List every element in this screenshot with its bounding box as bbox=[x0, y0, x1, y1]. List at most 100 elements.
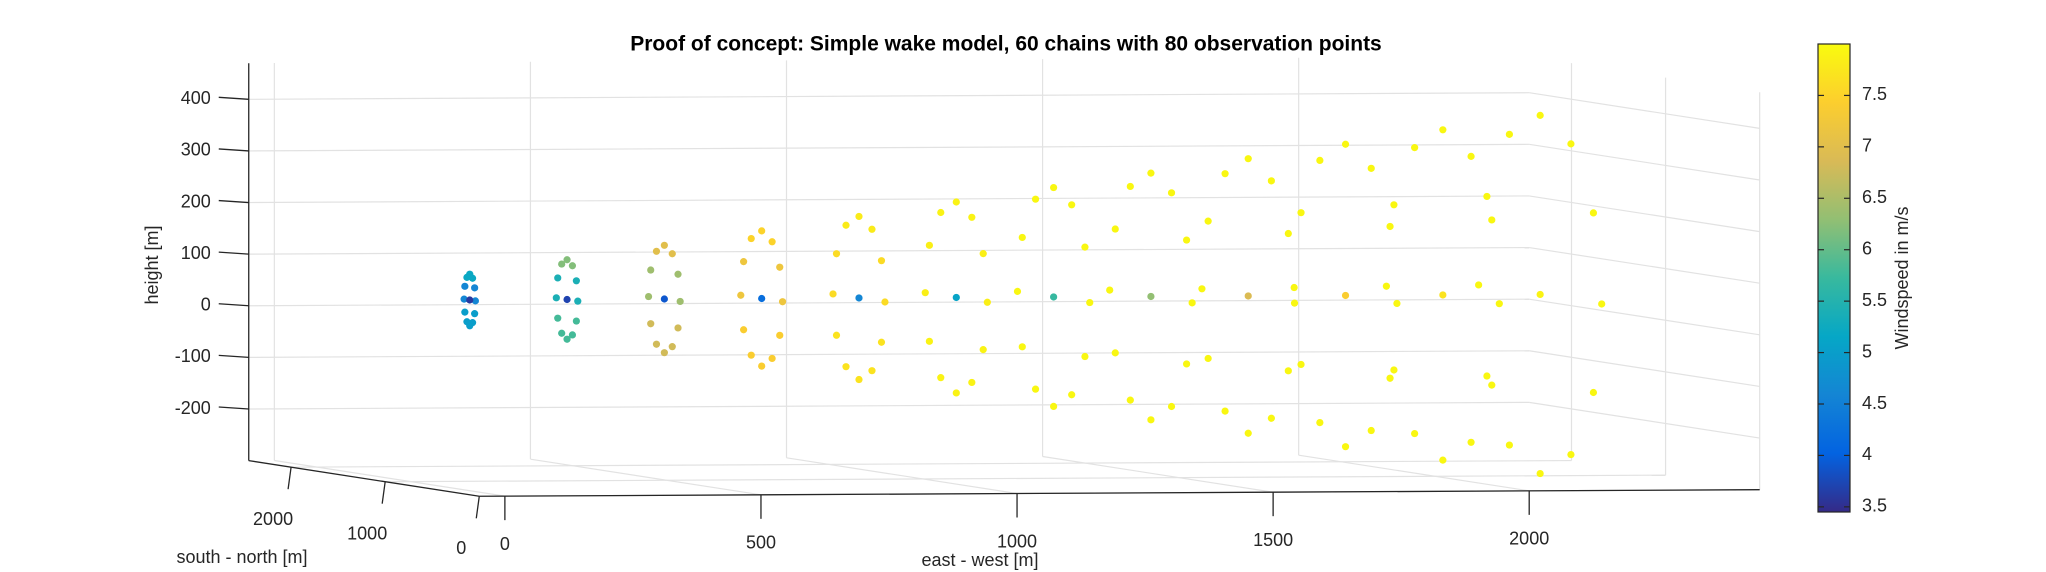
point bbox=[1439, 126, 1447, 134]
point bbox=[647, 266, 655, 274]
point bbox=[558, 329, 566, 337]
point bbox=[1536, 111, 1544, 119]
y-tick-label: 2000 bbox=[253, 509, 293, 529]
y-tick-label: 1000 bbox=[347, 523, 387, 543]
point bbox=[1393, 299, 1401, 308]
point bbox=[1439, 291, 1447, 299]
point bbox=[1188, 299, 1196, 307]
point bbox=[471, 284, 479, 292]
point bbox=[1488, 381, 1496, 389]
point bbox=[1316, 156, 1324, 164]
point bbox=[1013, 287, 1022, 295]
z-tick-label: 100 bbox=[181, 243, 211, 263]
point bbox=[937, 208, 945, 217]
y-tick bbox=[287, 467, 292, 490]
point bbox=[747, 351, 755, 359]
point bbox=[925, 337, 933, 345]
point bbox=[1386, 374, 1394, 382]
point bbox=[554, 274, 562, 282]
point bbox=[558, 260, 566, 268]
point bbox=[1068, 391, 1076, 399]
point bbox=[1221, 170, 1229, 178]
grid-line bbox=[1298, 454, 1530, 492]
point bbox=[1284, 367, 1292, 375]
point bbox=[460, 295, 468, 303]
point bbox=[1111, 225, 1119, 233]
colorbar bbox=[1817, 43, 1851, 513]
point bbox=[1050, 402, 1058, 410]
point bbox=[1439, 456, 1447, 464]
grid-line bbox=[248, 298, 1530, 307]
z-tick-label: 400 bbox=[181, 88, 211, 108]
point bbox=[1467, 438, 1475, 446]
point bbox=[563, 295, 571, 304]
point bbox=[1411, 429, 1419, 438]
point bbox=[466, 296, 474, 304]
point bbox=[1475, 281, 1483, 289]
point bbox=[1050, 183, 1058, 192]
point bbox=[829, 290, 837, 298]
point bbox=[1290, 299, 1299, 307]
point bbox=[644, 292, 653, 301]
x-tick-label: 1500 bbox=[1253, 530, 1293, 550]
point bbox=[1031, 195, 1040, 203]
point bbox=[554, 314, 562, 322]
point bbox=[660, 295, 668, 303]
point bbox=[1244, 292, 1252, 300]
point bbox=[1031, 385, 1040, 393]
point bbox=[855, 212, 863, 221]
point bbox=[1536, 290, 1544, 299]
grid-line bbox=[530, 458, 762, 496]
point bbox=[1341, 291, 1350, 300]
colorbar-tick-label: 4.5 bbox=[1862, 393, 1887, 413]
point bbox=[868, 367, 876, 375]
point bbox=[1341, 140, 1350, 148]
grid-line bbox=[1042, 455, 1274, 493]
point bbox=[1086, 298, 1094, 307]
point bbox=[1081, 352, 1089, 361]
point bbox=[1589, 209, 1598, 217]
point bbox=[1050, 293, 1058, 301]
point bbox=[1567, 450, 1575, 459]
point bbox=[1390, 201, 1398, 209]
colorbar-tick-label: 3.5 bbox=[1862, 496, 1887, 516]
point bbox=[660, 349, 668, 357]
point bbox=[1204, 354, 1212, 363]
point bbox=[877, 257, 886, 265]
colorbar-tick-label: 7.5 bbox=[1862, 84, 1887, 104]
point bbox=[740, 258, 748, 266]
point bbox=[1081, 243, 1089, 251]
point bbox=[758, 362, 766, 370]
point bbox=[983, 298, 991, 306]
z-tick-label: -100 bbox=[175, 346, 211, 366]
point bbox=[471, 297, 479, 305]
point bbox=[758, 294, 766, 303]
point bbox=[1221, 407, 1229, 415]
z-tick-label: 200 bbox=[181, 191, 211, 211]
point bbox=[758, 227, 766, 235]
point bbox=[1147, 416, 1155, 424]
point bbox=[776, 263, 784, 271]
x-tick-label: 2000 bbox=[1509, 529, 1549, 549]
point bbox=[1411, 144, 1419, 152]
point bbox=[572, 317, 580, 325]
point bbox=[461, 282, 469, 290]
point bbox=[1106, 286, 1114, 294]
point bbox=[1126, 396, 1134, 404]
colorbar-tick-label: 7 bbox=[1862, 136, 1872, 156]
point bbox=[1147, 292, 1155, 301]
point bbox=[1495, 300, 1503, 308]
point bbox=[1167, 189, 1176, 197]
point bbox=[1018, 343, 1026, 351]
grid-line bbox=[274, 459, 505, 497]
point bbox=[568, 331, 577, 339]
grid-line bbox=[248, 350, 1530, 358]
z-tick-label: 0 bbox=[201, 295, 211, 315]
point bbox=[1018, 233, 1026, 242]
point bbox=[768, 354, 776, 363]
point bbox=[674, 270, 682, 278]
grid-line bbox=[248, 195, 1530, 204]
point bbox=[968, 213, 976, 221]
point bbox=[968, 378, 976, 387]
point bbox=[563, 256, 571, 264]
